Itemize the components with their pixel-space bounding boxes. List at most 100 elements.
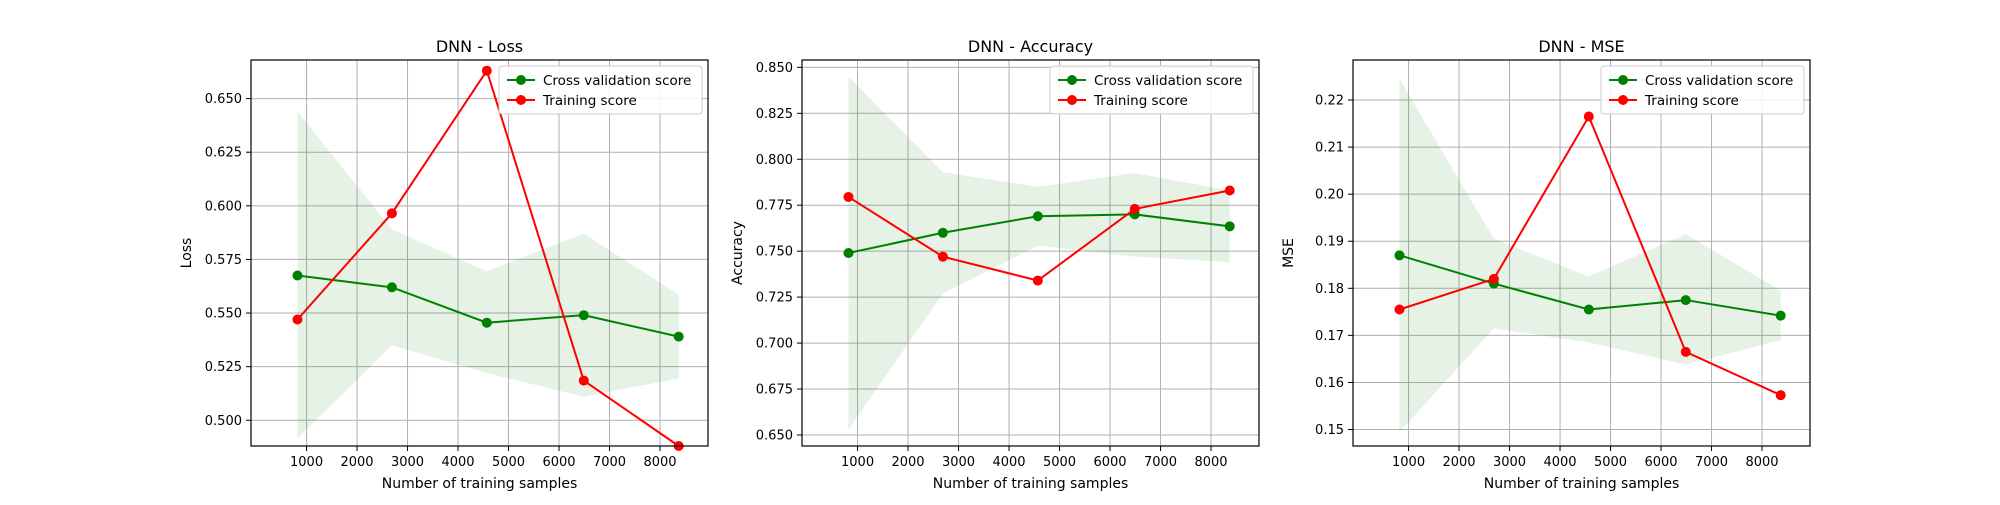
data-point (292, 270, 303, 281)
data-point (481, 317, 492, 328)
y-tick-label: 0.775 (756, 199, 793, 214)
plot-frame (1352, 59, 1811, 447)
y-tick-label: 0.825 (756, 107, 793, 122)
grid (251, 60, 708, 446)
y-tick-label: 0.650 (205, 92, 242, 107)
data-point (1775, 310, 1786, 321)
y-tick-label: 0.500 (205, 414, 242, 429)
y-tick-label: 0.675 (756, 383, 793, 398)
x-tick-label: 7000 (593, 455, 626, 470)
x-tick-label: 2000 (891, 455, 924, 470)
data-point (1680, 346, 1691, 357)
data-point (1488, 273, 1499, 284)
y-tick-label: 0.800 (756, 153, 793, 168)
data-point (1224, 185, 1235, 196)
y-tick-label: 0.750 (756, 245, 793, 260)
y-axis-label: MSE (1281, 238, 1297, 268)
data-point (1224, 221, 1235, 232)
y-axis-label: Accuracy (730, 221, 746, 285)
x-tick-label: 5000 (1043, 455, 1076, 470)
legend: Cross validation score Training score (1049, 65, 1254, 115)
x-tick-label: 2000 (340, 455, 373, 470)
data-point (1394, 304, 1405, 315)
legend-label: Cross validation score (1645, 73, 1793, 89)
confidence-band (1399, 78, 1781, 432)
x-tick-label: 5000 (492, 455, 525, 470)
data-point (1032, 275, 1043, 286)
x-tick-label: 6000 (1644, 455, 1677, 470)
data-point (386, 282, 397, 293)
x-axis-label: Number of training samples (382, 476, 578, 492)
x-axis-label: Number of training samples (1484, 476, 1680, 492)
x-tick-label: 1000 (841, 455, 874, 470)
y-tick-label: 0.21 (1315, 141, 1344, 156)
data-point (578, 310, 589, 321)
legend-marker (1067, 75, 1077, 85)
y-tick-label: 0.18 (1315, 282, 1344, 297)
y-tick-label: 0.650 (756, 428, 793, 443)
data-point (1583, 304, 1594, 315)
legend-marker (1618, 95, 1628, 105)
y-tick-label: 0.17 (1315, 329, 1344, 344)
legend-box (1600, 65, 1805, 115)
legend-label: Cross validation score (1094, 73, 1242, 89)
confidence-band (848, 76, 1230, 430)
legend-marker (516, 95, 526, 105)
legend-label: Training score (1093, 93, 1188, 109)
y-tick-label: 0.525 (205, 360, 242, 375)
x-tick-label: 1000 (1392, 455, 1425, 470)
data-point (1583, 111, 1594, 122)
data-point (1394, 250, 1405, 261)
x-tick-label: 4000 (441, 455, 474, 470)
x-tick-label: 8000 (643, 455, 676, 470)
plot-frame (250, 59, 709, 447)
data-point (386, 208, 397, 219)
subplot-loss: DNN - Loss Number of training samples Lo… (179, 37, 709, 492)
legend-marker (516, 75, 526, 85)
x-tick-label: 5000 (1594, 455, 1627, 470)
x-tick-label: 8000 (1745, 455, 1778, 470)
y-tick-label: 0.725 (756, 291, 793, 306)
legend-marker (1067, 95, 1077, 105)
legend-marker (1618, 75, 1628, 85)
x-tick-label: 4000 (992, 455, 1025, 470)
series-cross-validation (292, 270, 684, 342)
y-tick-label: 0.700 (756, 337, 793, 352)
chart-title: DNN - MSE (1538, 37, 1624, 56)
data-point (481, 65, 492, 76)
y-tick-label: 0.22 (1315, 94, 1344, 109)
y-tick-label: 0.16 (1315, 376, 1344, 391)
series-training (843, 185, 1235, 286)
x-tick-label: 3000 (942, 455, 975, 470)
y-tick-label: 0.600 (205, 199, 242, 214)
y-tick-label: 0.20 (1315, 188, 1344, 203)
legend-label: Training score (1644, 93, 1739, 109)
data-point (1032, 211, 1043, 222)
legend-label: Training score (542, 93, 637, 109)
x-tick-label: 8000 (1194, 455, 1227, 470)
x-tick-label: 3000 (391, 455, 424, 470)
data-point (1129, 203, 1140, 214)
y-tick-label: 0.15 (1315, 423, 1344, 438)
data-point (843, 191, 854, 202)
y-tick-label: 0.19 (1315, 235, 1344, 250)
data-point (1775, 390, 1786, 401)
data-point (673, 331, 684, 342)
subplot-accuracy: DNN - Accuracy Number of training sample… (730, 37, 1260, 492)
legend: Cross validation score Training score (1600, 65, 1805, 115)
data-point (1680, 295, 1691, 306)
x-tick-label: 6000 (542, 455, 575, 470)
data-point (578, 375, 589, 386)
y-tick-label: 0.850 (756, 61, 793, 76)
chart-title: DNN - Accuracy (968, 37, 1093, 56)
data-point (937, 251, 948, 262)
series-training (1394, 111, 1786, 401)
x-tick-label: 4000 (1543, 455, 1576, 470)
x-tick-label: 7000 (1695, 455, 1728, 470)
legend: Cross validation score Training score (498, 65, 703, 115)
legend-box (498, 65, 703, 115)
y-axis-label: Loss (179, 238, 195, 269)
y-tick-label: 0.625 (205, 146, 242, 161)
x-tick-label: 6000 (1093, 455, 1126, 470)
